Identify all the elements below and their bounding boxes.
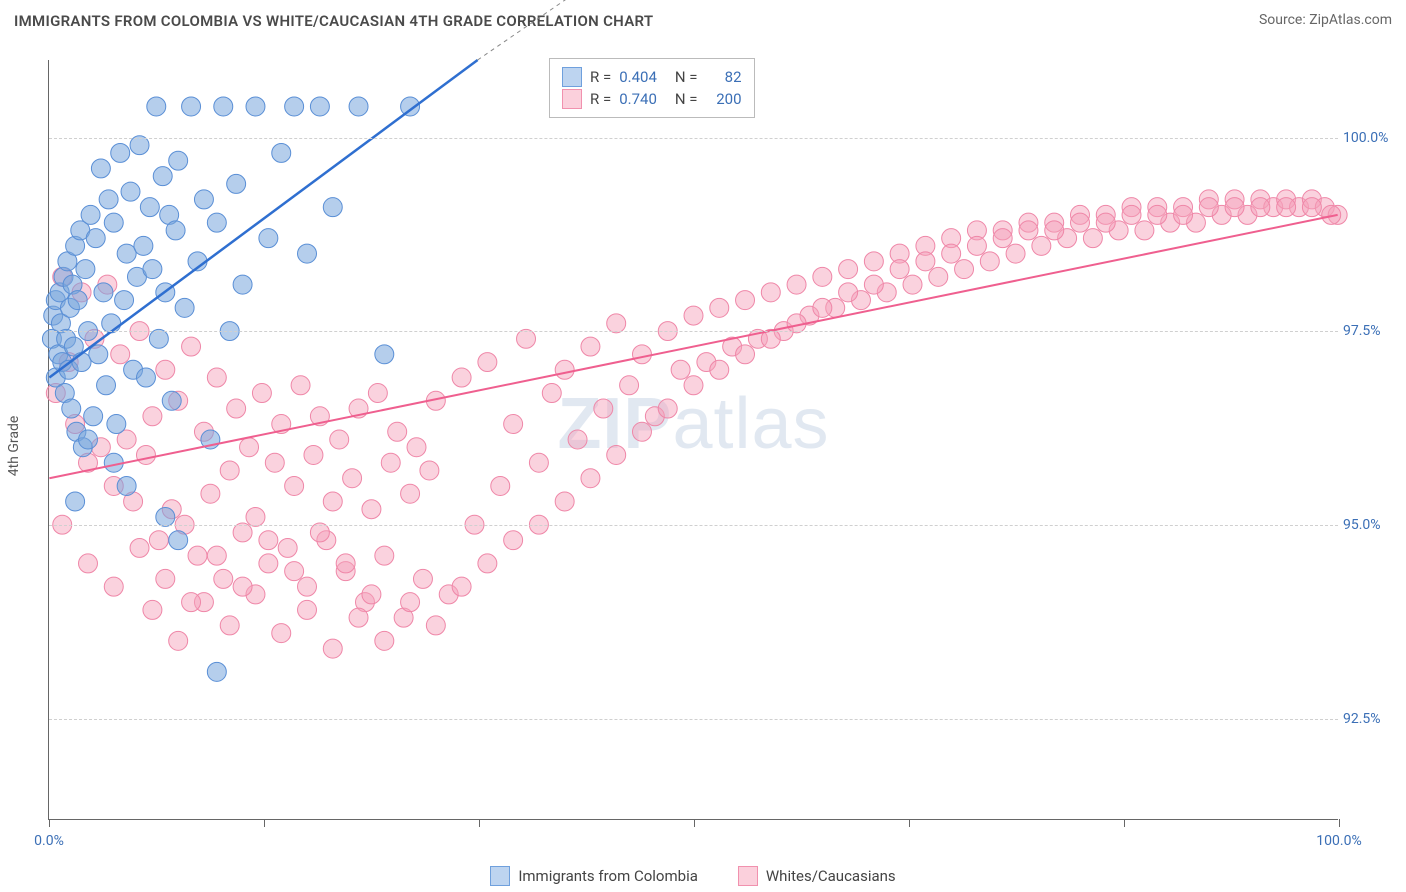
legend-item-blue: Immigrants from Colombia bbox=[490, 866, 698, 886]
chart-title: IMMIGRANTS FROM COLOMBIA VS WHITE/CAUCAS… bbox=[14, 12, 653, 30]
stats-legend: R = 0.404 N = 82 R = 0.740 N = 200 bbox=[549, 58, 755, 118]
plot-area: ZIPatlas R = 0.404 N = 82 R = 0.740 N = … bbox=[48, 60, 1338, 820]
chart-svg bbox=[49, 60, 1338, 819]
bottom-legend: Immigrants from Colombia Whites/Caucasia… bbox=[48, 866, 1338, 886]
xtick-label: 100.0% bbox=[1316, 833, 1361, 849]
ytick-label: 97.5% bbox=[1343, 323, 1398, 339]
swatch-pink bbox=[562, 89, 582, 109]
swatch-blue bbox=[562, 67, 582, 87]
stats-row-pink: R = 0.740 N = 200 bbox=[562, 89, 742, 109]
ytick-label: 95.0% bbox=[1343, 517, 1398, 533]
stats-row-blue: R = 0.404 N = 82 bbox=[562, 67, 742, 87]
legend-item-pink: Whites/Caucasians bbox=[738, 866, 896, 886]
ytick-label: 100.0% bbox=[1343, 130, 1398, 146]
y-axis-label: 4th Grade bbox=[6, 416, 22, 477]
xtick-label: 0.0% bbox=[34, 833, 64, 849]
source-label: Source: ZipAtlas.com bbox=[1259, 12, 1392, 30]
swatch-pink-icon bbox=[738, 866, 758, 886]
swatch-blue-icon bbox=[490, 866, 510, 886]
ytick-label: 92.5% bbox=[1343, 711, 1398, 727]
